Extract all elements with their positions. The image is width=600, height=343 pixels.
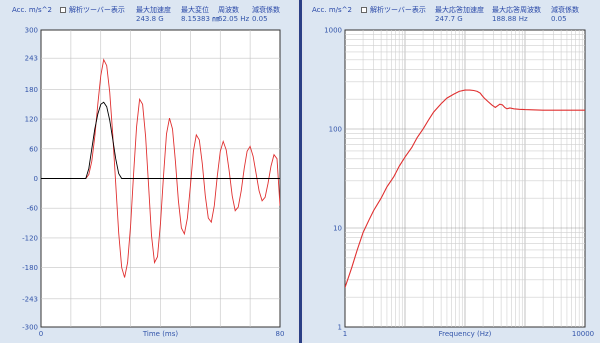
x-axis-title: Time (ms) — [142, 330, 179, 338]
y-tick-label: 243 — [25, 55, 38, 63]
right-chart-panel: Acc. m/s^2 解析ツーバー表示 最大応答加速度 247.7 G 最大応答… — [304, 0, 600, 343]
y-tick-label: -180 — [22, 264, 38, 272]
left-damping-value: 0.05 — [252, 15, 268, 23]
response-spectrum-chart: 1000 100 10 11 10000 Frequency (Hz) — [324, 27, 594, 339]
y-tick-label: 120 — [25, 116, 38, 124]
spectrum-series-line — [345, 89, 585, 288]
y-tick-label: 10 — [333, 225, 342, 233]
left-frequency-value: 62.05 Hz — [218, 15, 250, 23]
left-chart-panel: Acc. m/s^2 解析ツーバー表示 最大加速度 243.8 G 最大変位 8… — [0, 0, 297, 343]
right-damping-value: 0.05 — [551, 15, 567, 23]
y-tick-label: 1 — [338, 324, 342, 332]
x-tick-label: 80 — [276, 330, 285, 338]
right-max-response-freq-value: 188.88 Hz — [492, 15, 528, 23]
y-tick-label: -300 — [22, 324, 38, 332]
left-unit-label: Acc. m/s^2 — [12, 6, 52, 14]
left-analysis-toolbar-checkbox[interactable] — [60, 7, 66, 13]
x-tick-label: 0 — [39, 330, 43, 338]
y-tick-label: 0 — [34, 175, 38, 183]
y-tick-label: 60 — [29, 145, 38, 153]
right-max-response-acc-label: 最大応答加速度 — [435, 6, 484, 14]
x-tick-label: 1 — [343, 330, 347, 338]
right-analysis-toolbar-checkbox[interactable] — [361, 7, 367, 13]
right-damping-label: 減衰係数 — [551, 6, 579, 14]
y-tick-label: 100 — [329, 126, 342, 134]
left-analysis-toolbar-label: 解析ツーバー表示 — [69, 6, 125, 14]
x-tick-label: 10000 — [572, 330, 594, 338]
left-max-acc-label: 最大加速度 — [136, 6, 171, 14]
x-axis-title: Frequency (Hz) — [439, 330, 492, 338]
y-tick-label: -243 — [22, 295, 38, 303]
right-max-response-freq-label: 最大応答周波数 — [492, 6, 541, 14]
y-tick-label: 1000 — [324, 27, 342, 35]
input-pulse-series-line — [41, 101, 280, 179]
left-max-disp-label: 最大変位 — [181, 6, 209, 14]
right-max-response-acc-value: 247.7 G — [435, 15, 463, 23]
y-tick-label: -120 — [22, 234, 38, 242]
panel-splitter[interactable] — [297, 0, 304, 343]
left-max-disp-value: 8.15383 ㎜ — [181, 15, 220, 23]
left-max-acc-value: 243.8 G — [136, 15, 164, 23]
right-unit-label: Acc. m/s^2 — [312, 6, 352, 14]
response-series-line — [41, 58, 280, 278]
y-tick-label: -60 — [27, 205, 38, 213]
splitter-bar[interactable] — [299, 0, 302, 343]
y-tick-label: 180 — [25, 86, 38, 94]
left-damping-label: 減衰係数 — [252, 6, 280, 14]
right-analysis-toolbar-label: 解析ツーバー表示 — [370, 6, 426, 14]
left-frequency-label: 周波数 — [218, 6, 239, 14]
y-tick-label: 300 — [25, 27, 38, 35]
